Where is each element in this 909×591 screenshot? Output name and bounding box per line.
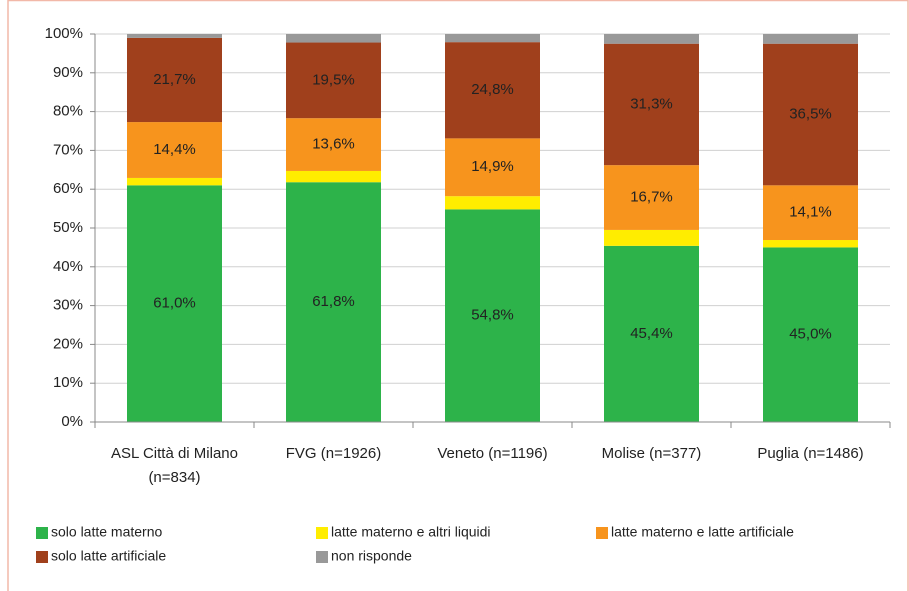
- bar-segment: [286, 34, 381, 43]
- value-label: 21,7%: [153, 71, 196, 88]
- legend-swatch: [36, 551, 48, 563]
- y-tick-label: 30%: [53, 297, 83, 314]
- x-tick-label: ASL Città di Milano (n=834): [110, 445, 238, 486]
- bar-segment: [445, 138, 540, 197]
- y-tick-label: 80%: [53, 103, 83, 120]
- y-tick-label: 100%: [45, 25, 83, 42]
- bar-segment: [445, 196, 540, 210]
- y-tick-label: 50%: [53, 219, 83, 236]
- y-tick-label: 60%: [53, 180, 83, 197]
- legend-swatch: [596, 527, 608, 539]
- legend-label: solo latte materno: [51, 524, 162, 540]
- bar-segment: [763, 185, 858, 241]
- bar-segment: [604, 229, 699, 246]
- bar-segment: [445, 34, 540, 43]
- frame: [7, 0, 909, 591]
- y-tick-label: 40%: [53, 258, 83, 275]
- value-label: 36,5%: [789, 105, 832, 122]
- bar-segment: [604, 245, 699, 422]
- x-tick-label: Veneto (n=1196): [437, 445, 548, 462]
- bar-segment: [127, 177, 222, 186]
- value-label: 45,4%: [630, 325, 673, 342]
- bar-segment: [445, 42, 540, 139]
- value-label: 61,0%: [153, 295, 196, 312]
- value-label: 24,8%: [471, 81, 514, 98]
- value-label: 16,7%: [630, 189, 673, 206]
- legend-label: non risponde: [331, 548, 412, 564]
- y-tick-label: 0%: [61, 413, 83, 430]
- bar-segment: [763, 43, 858, 186]
- bar-segment: [286, 182, 381, 422]
- value-label: 54,8%: [471, 307, 514, 324]
- bar-segment: [604, 165, 699, 230]
- bar-segment: [127, 122, 222, 178]
- bar-segment: [604, 43, 699, 166]
- bar-segment: [286, 118, 381, 171]
- value-label: 13,6%: [312, 136, 355, 153]
- y-tick-label: 70%: [53, 141, 83, 158]
- value-label: 14,9%: [471, 158, 514, 175]
- value-label: 31,3%: [630, 95, 673, 112]
- value-label: 14,4%: [153, 141, 196, 158]
- bar-segment: [604, 34, 699, 44]
- value-label: 61,8%: [312, 293, 355, 310]
- x-tick-label: Puglia (n=1486): [757, 445, 864, 462]
- bar-segment: [286, 170, 381, 183]
- y-tick-label: 10%: [53, 374, 83, 391]
- bar-segment: [127, 185, 222, 422]
- legend-swatch: [36, 527, 48, 539]
- legend-swatch: [316, 527, 328, 539]
- y-tick-label: 20%: [53, 335, 83, 352]
- value-label: 14,1%: [789, 204, 832, 221]
- legend-label: latte materno e altri liquidi: [331, 524, 491, 540]
- legend-label: latte materno e latte artificiale: [611, 524, 794, 540]
- value-label: 45,0%: [789, 326, 832, 343]
- y-tick-label: 90%: [53, 64, 83, 81]
- x-tick-label: Molise (n=377): [601, 445, 702, 462]
- bar-segment: [763, 240, 858, 248]
- legend-label: solo latte artificiale: [51, 548, 166, 564]
- bar-segment: [763, 247, 858, 422]
- legend-swatch: [316, 551, 328, 563]
- value-label: 19,5%: [312, 71, 355, 88]
- bar-segment: [445, 209, 540, 422]
- bar-segment: [127, 37, 222, 123]
- bar-segment: [763, 34, 858, 44]
- bar-segment: [127, 34, 222, 38]
- x-tick-label: FVG (n=1926): [285, 445, 382, 462]
- bar-segment: [286, 42, 381, 119]
